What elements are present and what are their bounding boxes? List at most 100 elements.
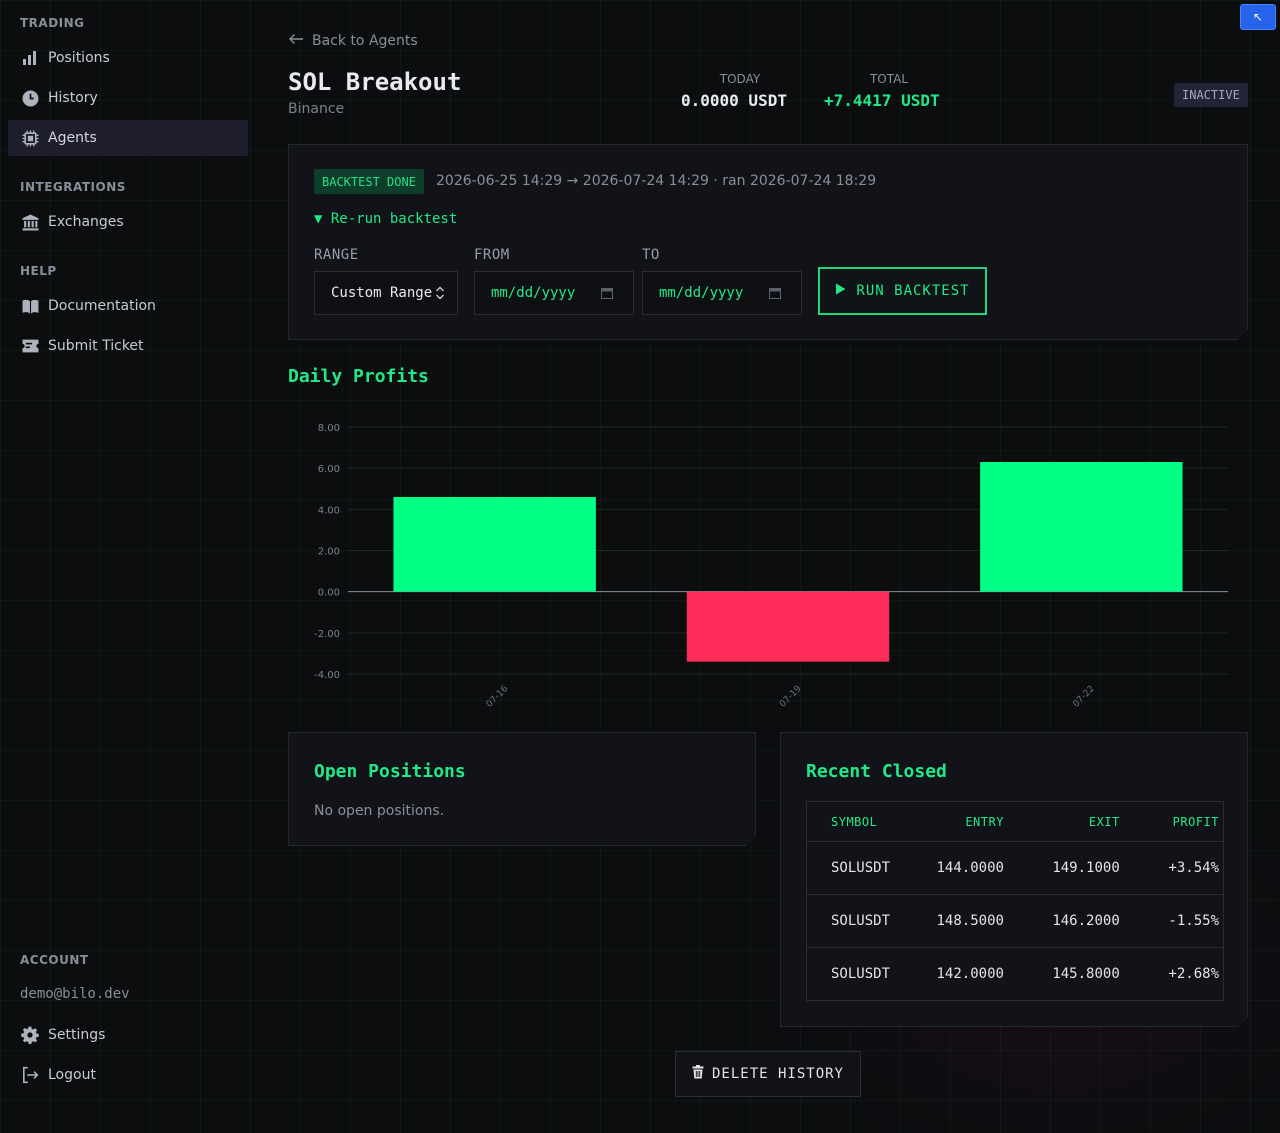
cell-profit: +2.68% — [1124, 948, 1224, 1001]
clock-icon — [20, 88, 40, 108]
y-tick-label: 6.00 — [318, 464, 340, 475]
backtest-status-badge: BACKTEST DONE — [314, 169, 424, 194]
delete-history-label: DELETE HISTORY — [711, 1066, 844, 1082]
sidebar-item-logout[interactable]: Logout — [8, 1057, 248, 1093]
sidebar-item-label: Documentation — [48, 298, 156, 314]
play-icon — [835, 283, 846, 299]
daily-profits-chart: 8.00 6.00 4.00 2.00 0.00 -2.00 -4.00 07-16 07-19… — [314, 423, 1228, 710]
y-tick-label: 0.00 — [318, 588, 340, 599]
open-positions-title: Open Positions — [314, 761, 466, 782]
sidebar-item-positions[interactable]: Positions — [8, 40, 248, 76]
section-title-integrations: INTEGRATIONS — [20, 180, 126, 194]
cell-exit: 145.8000 — [1008, 948, 1124, 1001]
chevron-up-down-icon — [435, 286, 445, 304]
x-tick-label: 07-16 — [485, 684, 511, 710]
back-to-agents-link[interactable]: Back to Agents — [288, 33, 418, 49]
sidebar-item-exchanges[interactable]: Exchanges — [8, 204, 248, 240]
recent-closed-table: SYMBOL ENTRY EXIT PROFIT SOLUSDT 144.000… — [806, 801, 1224, 1001]
trash-icon — [692, 1065, 704, 1083]
cell-entry: 148.5000 — [903, 895, 1008, 948]
sidebar-item-settings[interactable]: Settings — [8, 1017, 248, 1053]
page-title: SOL Breakout — [288, 68, 462, 96]
to-label: TO — [642, 247, 660, 263]
sidebar-item-label: Exchanges — [48, 214, 124, 230]
back-link-label: Back to Agents — [312, 33, 418, 49]
sidebar-item-label: Settings — [48, 1027, 106, 1043]
x-tick-label: 07-22 — [1071, 684, 1097, 710]
calendar-icon — [601, 287, 613, 303]
cpu-chip-icon — [20, 128, 40, 148]
from-date-placeholder: mm/dd/yyyy — [491, 285, 576, 301]
recent-closed-title: Recent Closed — [806, 761, 947, 782]
section-title-account: ACCOUNT — [20, 953, 89, 967]
bar — [393, 496, 596, 592]
y-tick-label: -2.00 — [314, 629, 340, 640]
sidebar-item-history[interactable]: History — [8, 80, 248, 116]
bar-chart-icon — [20, 48, 40, 68]
column-header-profit: PROFIT — [1172, 814, 1219, 829]
column-header-symbol: SYMBOL — [831, 814, 878, 829]
range-select-value: Custom Range — [331, 285, 433, 301]
table-row: SOLUSDT 142.0000 145.8000 +2.68% — [807, 948, 1224, 1001]
status-badge: INACTIVE — [1174, 83, 1248, 107]
y-tick-label: 2.00 — [318, 547, 340, 558]
cell-profit: -1.55% — [1124, 895, 1224, 948]
cell-symbol: SOLUSDT — [807, 948, 904, 1001]
y-tick-label: 4.00 — [318, 505, 340, 516]
y-tick-label: -4.00 — [314, 670, 340, 681]
y-tick-label: 8.00 — [318, 423, 340, 434]
logout-icon — [20, 1065, 40, 1085]
table-row: SOLUSDT 144.0000 149.1000 +3.54% — [807, 842, 1224, 895]
sidebar-item-label: History — [48, 90, 98, 106]
ticket-icon — [20, 336, 40, 356]
bar — [686, 591, 890, 662]
sidebar-item-label: Logout — [48, 1067, 96, 1083]
delete-history-button[interactable]: DELETE HISTORY — [675, 1051, 861, 1097]
rerun-backtest-toggle[interactable]: ▼ Re-run backtest — [314, 211, 458, 227]
cell-entry: 144.0000 — [903, 842, 1008, 895]
cell-symbol: SOLUSDT — [807, 842, 904, 895]
section-title-help: HELP — [20, 264, 57, 278]
open-positions-empty: No open positions. — [314, 803, 445, 819]
bank-icon — [20, 212, 40, 232]
sidebar-item-submit-ticket[interactable]: Submit Ticket — [8, 328, 248, 364]
cell-exit: 146.2000 — [1008, 895, 1124, 948]
sidebar-item-label: Agents — [48, 130, 97, 146]
backtest-range-text: 2026-06-25 14:29 → 2026-07-24 14:29 · ra… — [436, 173, 877, 189]
gear-icon — [20, 1025, 40, 1045]
column-header-exit: EXIT — [1088, 814, 1120, 829]
arrow-left-icon — [288, 33, 304, 49]
total-value: +7.4417 USDT — [824, 91, 940, 110]
sidebar-item-agents[interactable]: Agents — [8, 120, 248, 156]
calendar-icon — [769, 287, 781, 303]
cell-symbol: SOLUSDT — [807, 895, 904, 948]
corner-action-button[interactable]: ↖ — [1240, 4, 1276, 30]
recent-closed-panel: Recent Closed SYMBOL ENTRY EXIT PROFIT S… — [780, 732, 1248, 1027]
to-date-placeholder: mm/dd/yyyy — [659, 285, 744, 301]
sidebar-item-label: Submit Ticket — [48, 338, 144, 354]
daily-profits-title: Daily Profits — [288, 366, 429, 387]
section-title-trading: TRADING — [20, 16, 85, 30]
cell-profit: +3.54% — [1124, 842, 1224, 895]
x-tick-label: 07-19 — [778, 684, 804, 710]
column-header-entry: ENTRY — [965, 814, 1004, 829]
to-date-input[interactable]: mm/dd/yyyy — [642, 271, 802, 315]
total-label: TOTAL — [869, 72, 909, 86]
sidebar: TRADING Positions History Agents INTEGRA… — [0, 0, 256, 1133]
exchange-name: Binance — [288, 101, 345, 117]
backtest-panel: BACKTEST DONE 2026-06-25 14:29 → 2026-07… — [288, 144, 1248, 340]
cell-exit: 149.1000 — [1008, 842, 1124, 895]
open-positions-panel: Open Positions No open positions. — [288, 732, 756, 846]
run-backtest-button[interactable]: RUN BACKTEST — [818, 267, 987, 315]
sidebar-item-documentation[interactable]: Documentation — [8, 288, 248, 324]
table-row: SOLUSDT 148.5000 146.2000 -1.55% — [807, 895, 1224, 948]
range-select[interactable]: Custom Range — [314, 271, 458, 315]
from-date-input[interactable]: mm/dd/yyyy — [474, 271, 634, 315]
sidebar-item-label: Positions — [48, 50, 110, 66]
arrow-up-left-icon: ↖ — [1252, 10, 1264, 24]
from-label: FROM — [474, 247, 510, 263]
today-label: TODAY — [719, 72, 761, 86]
bar — [980, 461, 1183, 592]
run-backtest-label: RUN BACKTEST — [856, 283, 970, 299]
cell-entry: 142.0000 — [903, 948, 1008, 1001]
